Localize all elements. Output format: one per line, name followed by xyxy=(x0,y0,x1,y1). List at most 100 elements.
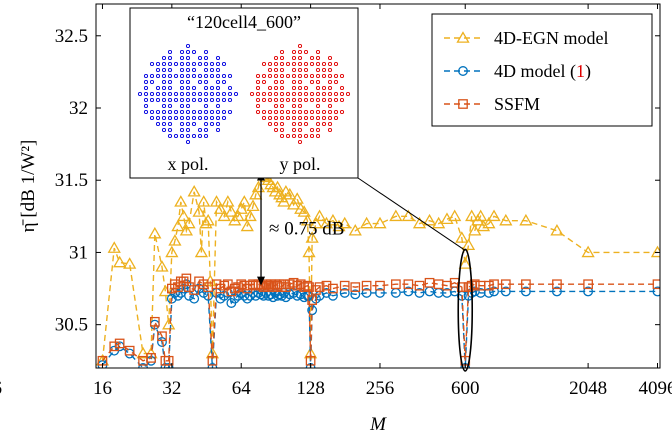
data-point xyxy=(469,279,480,290)
data-point xyxy=(207,363,218,368)
data-point xyxy=(173,282,183,292)
constellation-point xyxy=(327,127,333,133)
constellation-point xyxy=(155,67,161,73)
constellation-point xyxy=(327,61,333,67)
series-1 xyxy=(97,279,660,368)
data-point xyxy=(519,213,533,226)
constellation-point xyxy=(167,127,173,133)
data-point xyxy=(321,280,332,291)
constellation-point xyxy=(333,91,339,97)
data-point xyxy=(403,279,414,290)
constellation-point xyxy=(173,133,179,139)
constellation-point xyxy=(185,103,191,109)
constellation-point xyxy=(327,97,333,103)
constellation-point xyxy=(149,73,155,79)
constellation-point xyxy=(333,109,339,115)
constellation-point xyxy=(291,121,297,127)
data-point xyxy=(253,279,264,290)
constellation-point xyxy=(203,91,209,97)
constellation-point xyxy=(267,85,273,91)
data-point xyxy=(550,223,564,236)
constellation-point xyxy=(279,73,285,79)
data-point xyxy=(149,316,160,327)
constellation-point xyxy=(197,127,203,133)
constellation-point xyxy=(227,73,233,79)
constellation-point xyxy=(227,97,233,103)
constellation-point xyxy=(315,67,321,73)
constellation-point xyxy=(279,67,285,73)
constellation-point xyxy=(161,97,167,103)
constellation-point xyxy=(173,61,179,67)
constellation-point xyxy=(291,127,297,133)
constellation-point xyxy=(215,97,221,103)
constellation-point xyxy=(149,109,155,115)
constellation-point xyxy=(191,109,197,115)
constellation-point xyxy=(167,115,173,121)
constellation-point xyxy=(315,109,321,115)
constellation-point xyxy=(297,61,303,67)
constellation-point xyxy=(209,67,215,73)
constellation-point xyxy=(179,85,185,91)
constellation-point xyxy=(291,61,297,67)
constellation-point xyxy=(179,97,185,103)
data-point xyxy=(231,209,245,222)
constellation-point xyxy=(309,73,315,79)
constellation-point xyxy=(279,133,285,139)
data-point xyxy=(312,209,327,222)
constellation-point xyxy=(297,73,303,79)
constellation-point xyxy=(197,109,203,115)
constellation-point xyxy=(221,115,227,121)
constellation-point xyxy=(221,61,227,67)
constellation-point xyxy=(185,55,191,61)
constellation-point xyxy=(155,109,161,115)
constellation-point xyxy=(315,49,321,55)
constellation-point xyxy=(315,97,321,103)
constellation-point xyxy=(279,55,285,61)
data-point xyxy=(224,205,238,217)
data-point xyxy=(650,245,660,258)
data-point xyxy=(234,202,248,214)
constellation-point xyxy=(333,73,339,79)
data-point xyxy=(483,287,494,298)
constellation-point xyxy=(309,91,315,97)
data-point xyxy=(375,280,385,291)
data-point xyxy=(338,216,352,229)
constellation-point xyxy=(261,61,267,67)
constellation-point xyxy=(315,133,321,139)
constellation-point xyxy=(327,109,333,115)
constellation-point xyxy=(197,55,203,61)
constellation-point xyxy=(297,49,303,55)
constellation-point xyxy=(167,61,173,67)
data-point xyxy=(461,238,476,250)
constellation-point xyxy=(197,133,203,139)
constellation-point xyxy=(309,109,315,115)
constellation-point xyxy=(255,85,261,91)
constellation-point xyxy=(309,97,315,103)
data-point xyxy=(209,195,224,207)
constellation-point xyxy=(339,109,345,115)
constellation-point xyxy=(267,121,273,127)
constellation-point xyxy=(291,73,297,79)
constellation-point xyxy=(137,91,143,97)
data-point xyxy=(221,195,235,207)
constellation-point xyxy=(149,61,155,67)
data-point xyxy=(113,255,127,268)
constellation-point xyxy=(155,121,161,127)
data-point xyxy=(448,209,462,222)
constellation-point xyxy=(185,133,191,139)
constellation-point xyxy=(273,103,279,109)
data-point xyxy=(300,213,315,226)
x-tick-label: 2048 xyxy=(569,378,607,399)
data-point xyxy=(229,293,240,304)
constellation-point xyxy=(197,97,203,103)
constellation-point xyxy=(185,49,191,55)
constellation-point xyxy=(209,97,215,103)
constellation-point xyxy=(339,73,345,79)
constellation-point xyxy=(203,121,209,127)
constellation-point xyxy=(215,55,221,61)
data-point xyxy=(458,99,468,109)
constellation-point xyxy=(143,85,149,91)
constellation-point xyxy=(273,97,279,103)
constellation-point xyxy=(249,91,255,97)
constellation-point xyxy=(179,103,185,109)
